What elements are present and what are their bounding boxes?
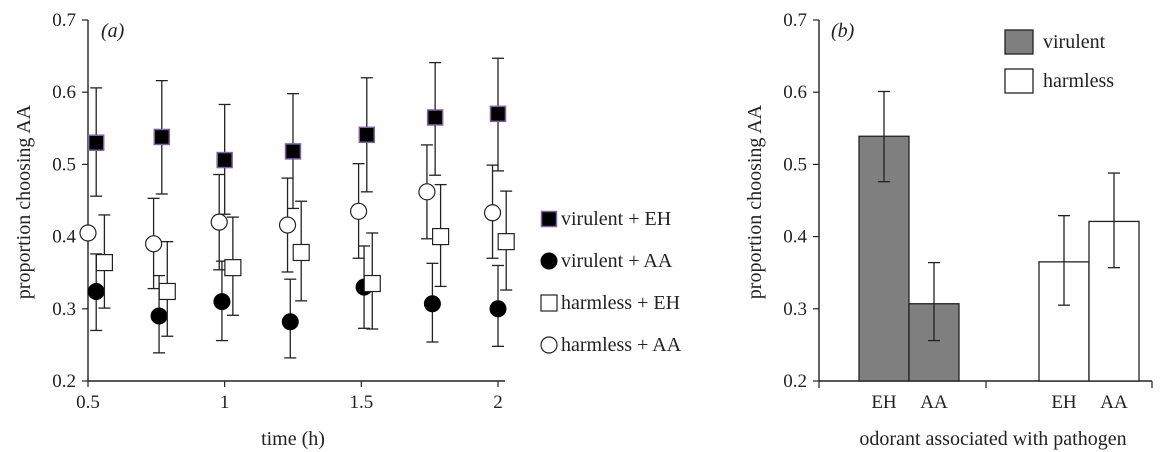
panel-b-y-tick-label: 0.7 — [783, 10, 807, 31]
point-harmless-eh — [292, 243, 310, 262]
point-virulent-eh — [216, 151, 233, 169]
point-harmless-eh — [158, 282, 176, 301]
panel-a: (a) 0.2 0.3 0.4 0.5 0.6 0.7 0.5 1 1.5 2 proportio… — [13, 10, 682, 450]
point-harmless-aa — [145, 235, 163, 253]
panel-a-x-tick-label: 1 — [220, 392, 230, 413]
panel-a-y-tick-label: 0.7 — [52, 10, 76, 31]
point-virulent-eh — [489, 105, 507, 123]
point-virulent-eh — [358, 126, 376, 144]
panel-a-x-axis-label: time (h) — [261, 428, 325, 450]
point-harmless-aa — [483, 204, 502, 222]
panel-b-category-label: EH — [871, 392, 897, 413]
point-virulent-eh — [153, 128, 171, 146]
panel-a-y-axis-label: proportion choosing AA — [13, 104, 35, 299]
point-virulent-aa — [281, 313, 299, 331]
panel-b: (b) 0.2 0.3 0.4 0.5 0.6 0.7 EH AA EH AA proportio… — [744, 10, 1153, 450]
panel-b-y-tick-label: 0.4 — [783, 227, 807, 248]
point-harmless-eh — [363, 274, 381, 293]
panel-b-category-label: AA — [1100, 392, 1128, 413]
panel-a-tick-labels: 0.2 0.3 0.4 0.5 0.6 0.7 0.5 1 1.5 2 — [52, 10, 503, 413]
point-harmless-eh — [497, 233, 515, 251]
panel-b-tick-labels: 0.2 0.3 0.4 0.5 0.6 0.7 EH AA EH AA — [783, 10, 1128, 413]
panel-b-marks — [858, 90, 1140, 382]
legend-label-harmless-aa: harmless + AA — [561, 334, 682, 356]
panel-a-x-tick-label: 0.5 — [76, 392, 100, 413]
legend-marker-virulent-aa — [540, 252, 558, 270]
panel-a-tag: (a) — [101, 20, 125, 42]
panel-a-y-tick-label: 0.6 — [52, 82, 76, 103]
legend-marker-virulent-eh — [540, 210, 558, 228]
panel-b-legend: virulent harmless — [1004, 29, 1114, 94]
point-virulent-aa — [150, 307, 168, 325]
point-virulent-aa — [87, 282, 105, 300]
point-virulent-eh — [87, 134, 105, 151]
legend-label-virulent: virulent — [1043, 31, 1106, 53]
legend-label-virulent-aa: virulent + AA — [561, 250, 673, 272]
panel-a-x-tick-label: 2 — [493, 392, 503, 413]
point-harmless-aa — [210, 213, 228, 231]
panel-a-marks — [79, 57, 515, 359]
panel-b-category-label: EH — [1051, 392, 1077, 413]
panel-a-y-tick-label: 0.2 — [52, 371, 76, 392]
legend-swatch-virulent — [1004, 29, 1034, 55]
panel-b-y-tick-label: 0.5 — [783, 154, 807, 175]
panel-a-legend: virulent + EH virulent + AA harmless + EH h… — [540, 208, 682, 356]
panel-b-y-tick-label: 0.3 — [783, 299, 807, 320]
point-harmless-eh — [95, 253, 114, 272]
panel-b-category-label: AA — [920, 392, 948, 413]
panel-b-y-tick-label: 0.2 — [783, 371, 807, 392]
panel-a-x-tick-label: 1.5 — [349, 392, 373, 413]
bar-virulent-EH — [858, 135, 910, 382]
point-harmless-aa — [278, 216, 297, 234]
point-virulent-aa — [489, 300, 507, 318]
point-harmless-aa — [418, 183, 436, 201]
panel-a-axes — [82, 19, 505, 387]
legend-marker-harmless-eh — [540, 294, 558, 312]
legend-label-virulent-eh: virulent + EH — [561, 208, 671, 230]
panel-b-y-tick-label: 0.6 — [783, 82, 807, 103]
legend-label-harmless-eh: harmless + EH — [561, 292, 680, 314]
panel-b-tag: (b) — [831, 20, 855, 42]
point-harmless-eh — [432, 228, 450, 246]
panel-a-y-tick-label: 0.5 — [52, 154, 76, 175]
panel-b-x-axis-label: odorant associated with pathogen — [859, 428, 1126, 450]
point-harmless-eh — [224, 259, 242, 277]
panel-a-y-tick-label: 0.3 — [52, 299, 76, 320]
point-harmless-aa — [79, 224, 97, 242]
point-virulent-eh — [426, 109, 444, 126]
point-harmless-aa — [350, 202, 368, 220]
point-virulent-aa — [423, 295, 441, 313]
legend-label-harmless: harmless — [1043, 70, 1114, 92]
legend-swatch-harmless — [1004, 68, 1034, 94]
panel-b-y-axis-label: proportion choosing AA — [744, 104, 766, 299]
point-virulent-aa — [213, 293, 231, 311]
legend-marker-harmless-aa — [540, 336, 558, 354]
panel-a-y-tick-label: 0.4 — [52, 227, 76, 248]
point-virulent-eh — [284, 143, 302, 160]
